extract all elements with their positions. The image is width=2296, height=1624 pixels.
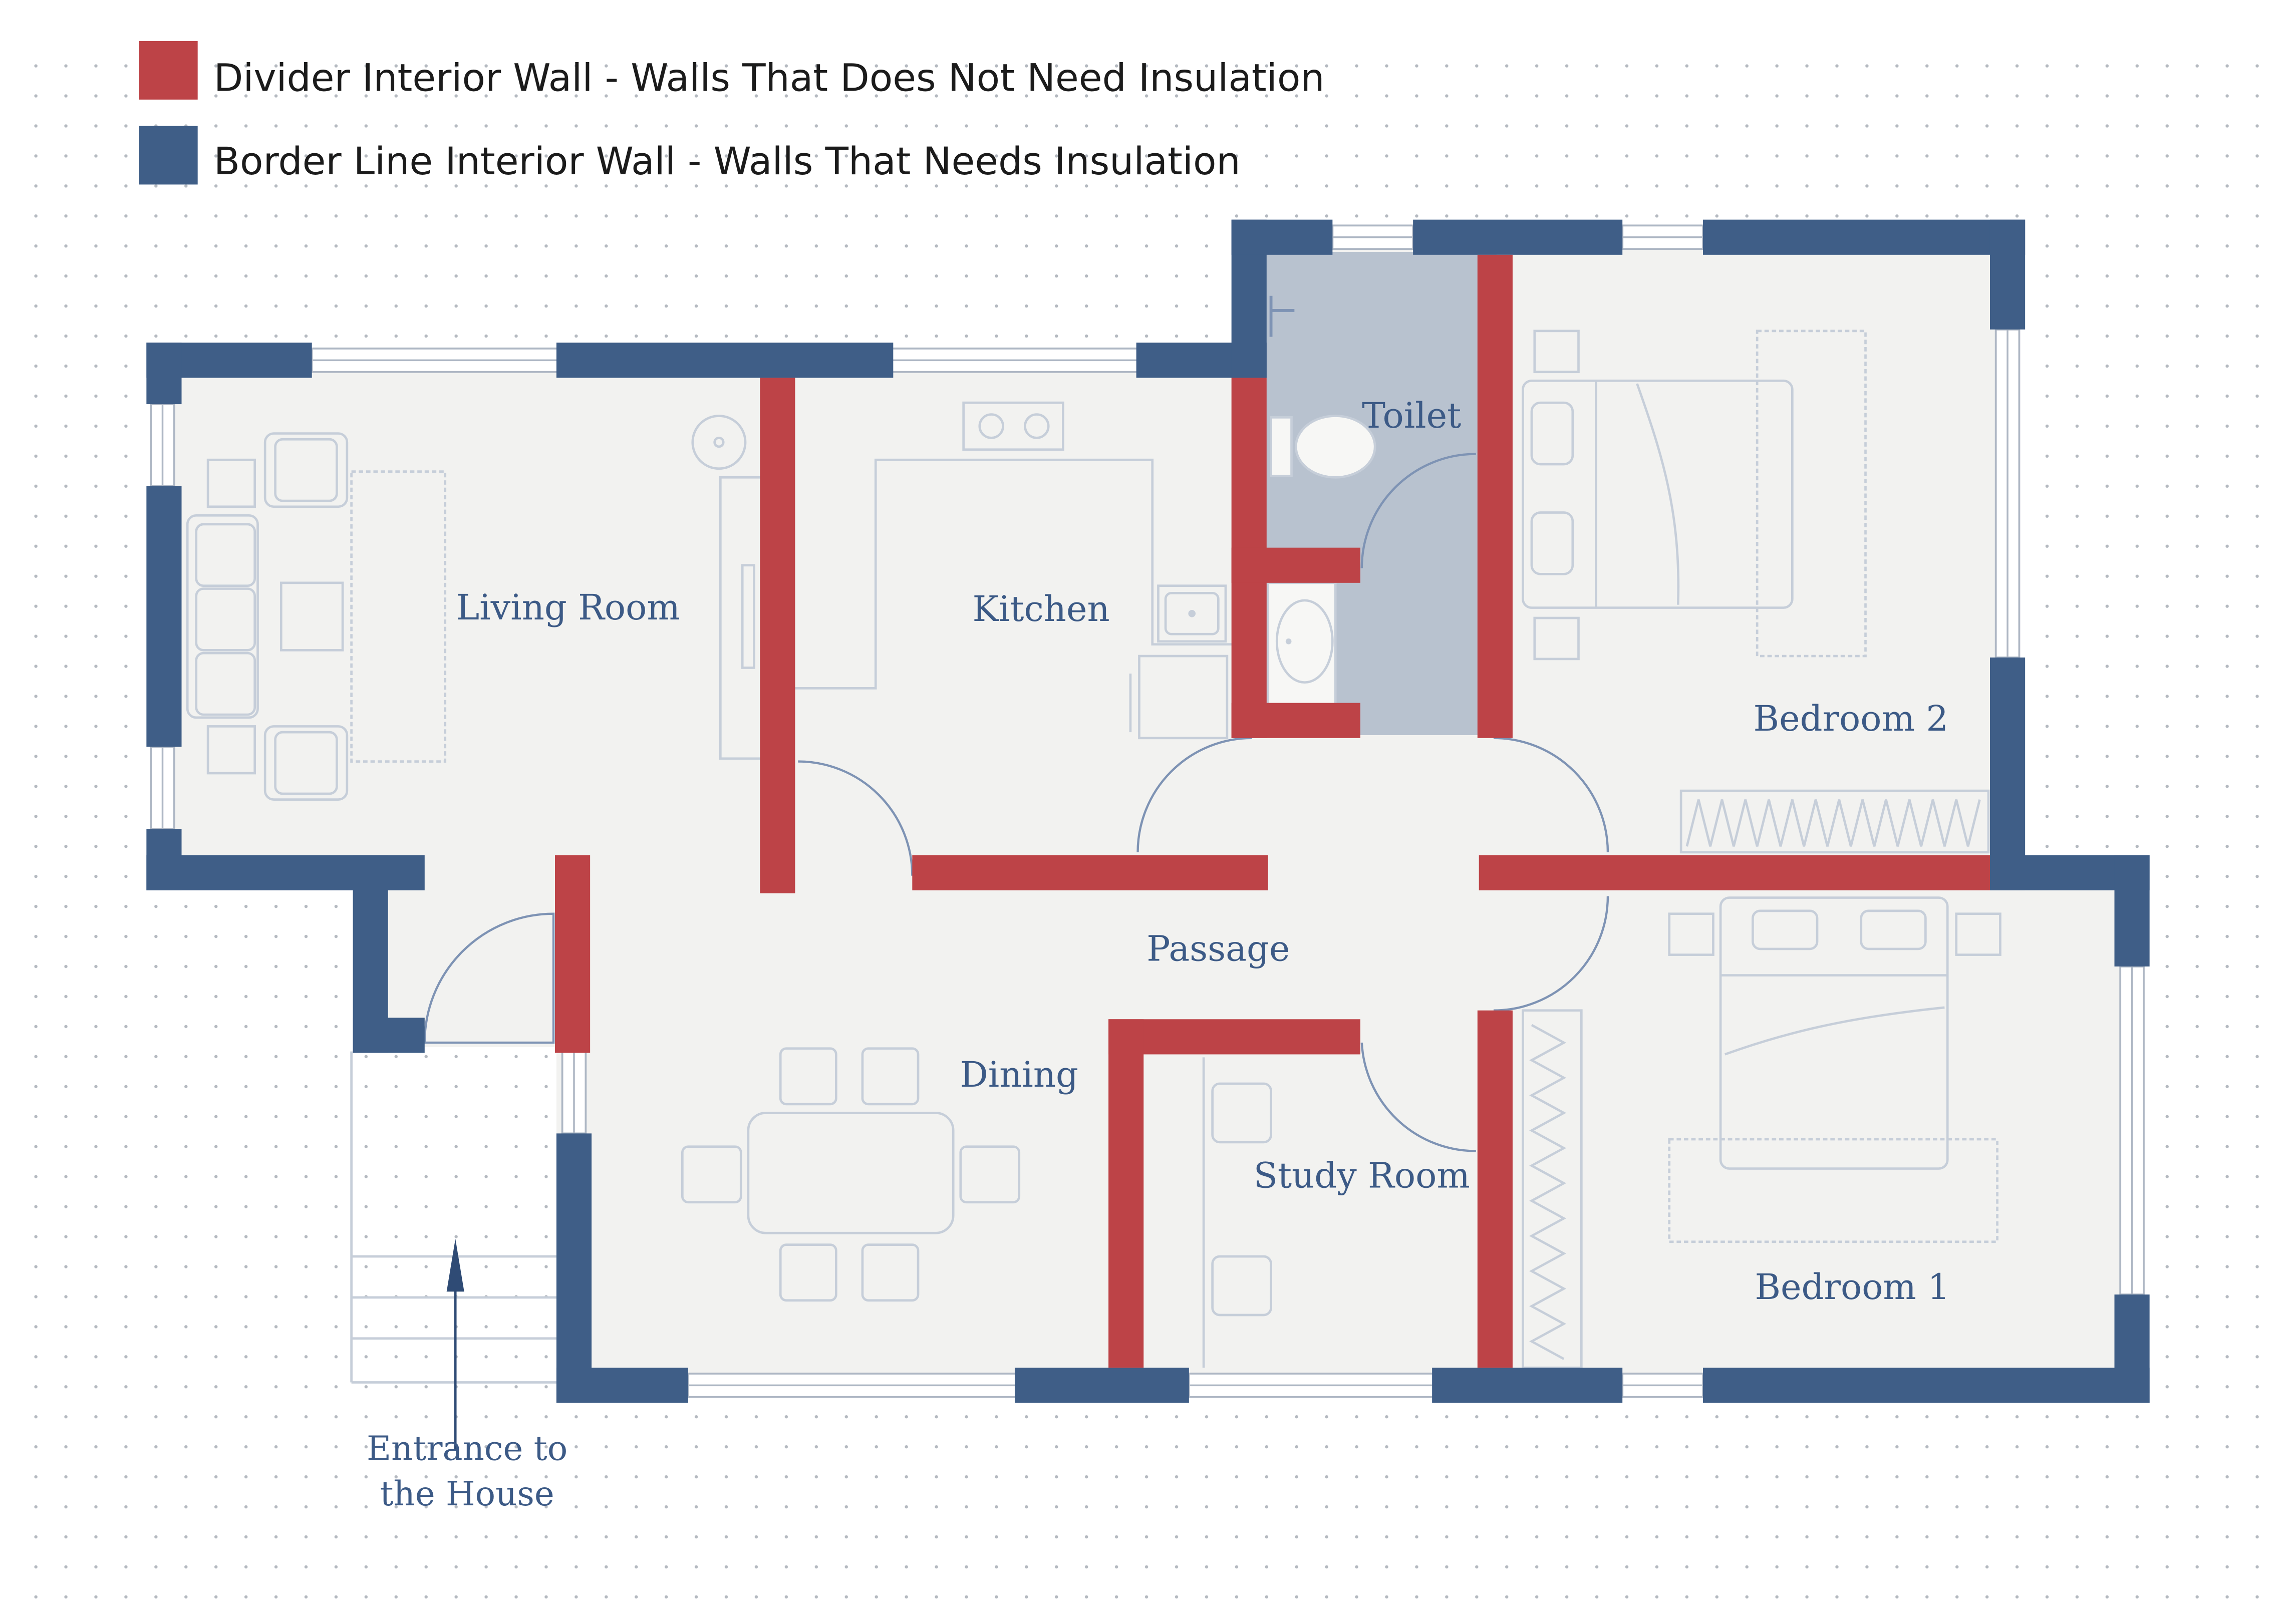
divider-walls (554, 254, 1990, 1368)
window-bedroom1-right (2119, 965, 2145, 1295)
door-bedroom1 (1493, 896, 1609, 1012)
dining-furniture (681, 1047, 1021, 1302)
floor-lower (556, 871, 2131, 1392)
door-swings (423, 453, 1609, 1152)
legend-swatch-divider (139, 41, 198, 100)
legend-swatch-border (139, 126, 198, 185)
room-label-study-room: Study Room (1254, 1155, 1470, 1196)
window-bedroom2-top (1621, 224, 1704, 250)
room-label-living-room: Living Room (456, 587, 680, 628)
legend-label-border: Border Line Interior Wall - Walls That N… (214, 139, 1241, 183)
floor-areas (161, 241, 2131, 1392)
border-walls (146, 219, 2150, 1403)
entrance-steps (350, 1051, 556, 1450)
door-entrance (423, 912, 555, 1044)
entrance-label-line1: Entrance to (367, 1429, 567, 1468)
room-labels: Living Room Kitchen Toilet Bedroom 2 Pas… (367, 395, 1950, 1513)
bedroom-2-furniture (1522, 330, 1990, 854)
room-label-bedroom-2: Bedroom 2 (1754, 698, 1948, 739)
room-label-kitchen: Kitchen (972, 588, 1109, 629)
room-label-bedroom-1: Bedroom 1 (1755, 1266, 1949, 1308)
legend-label-divider: Divider Interior Wall - Walls That Does … (214, 55, 1325, 100)
window-kitchen-top (891, 348, 1139, 373)
entrance-arrow-icon (446, 1238, 464, 1292)
room-label-passage: Passage (1146, 928, 1290, 969)
window-bedroom2-right (1994, 329, 2021, 659)
entrance-label-line2: the House (380, 1474, 554, 1513)
window-living-left-upper (150, 403, 175, 487)
window-toilet-top (1331, 224, 1414, 250)
window-living-top (311, 348, 559, 373)
door-toilet (1360, 453, 1476, 568)
legend: Divider Interior Wall - Walls That Does … (139, 41, 1325, 185)
door-living-dining (798, 760, 914, 876)
room-label-toilet: Toilet (1362, 395, 1461, 436)
study-room-furniture (1202, 1057, 1272, 1368)
window-bedroom1-bottom (1621, 1373, 1704, 1398)
door-study (1360, 1042, 1476, 1152)
window-study-bottom (1188, 1373, 1436, 1398)
window-living-left-lower (150, 746, 175, 830)
door-kitchen (1136, 737, 1252, 852)
kitchen-furniture (793, 401, 1233, 740)
door-bedroom2 (1493, 737, 1609, 852)
room-label-dining: Dining (960, 1054, 1078, 1095)
living-room-furniture (186, 415, 766, 801)
window-dining-bottom (687, 1373, 1017, 1398)
window-dining-left (561, 1050, 587, 1135)
